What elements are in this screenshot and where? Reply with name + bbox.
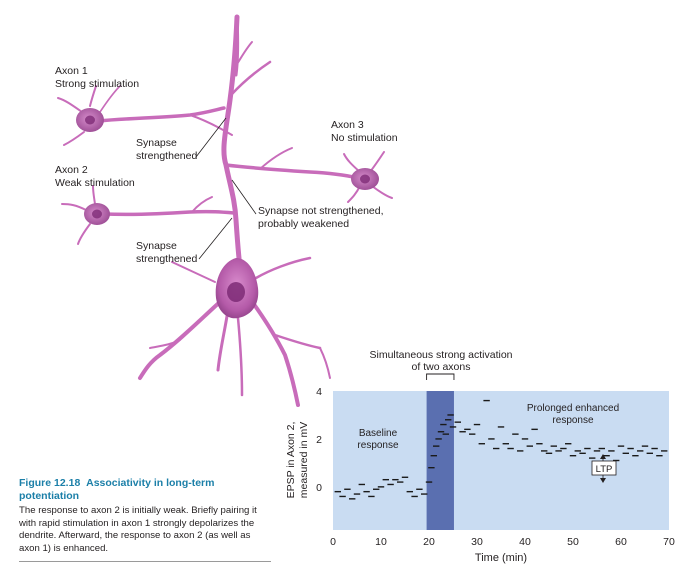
- figure-caption: Figure 12.18 Associativity in long-term …: [19, 477, 271, 555]
- x-tick-label: 30: [471, 536, 483, 548]
- synapse-strengthened-top-label: Synapse strengthened: [136, 137, 198, 162]
- y-axis-label: EPSP in Axon 2, measured in mV: [285, 422, 310, 499]
- axon-2-fiber: [102, 209, 236, 217]
- baseline-label-line2: response: [357, 440, 399, 451]
- caption-heading: Figure 12.18 Associativity in long-term …: [19, 477, 271, 503]
- enhanced-label-line2: response: [552, 415, 594, 426]
- synapse-weakened-label: Synapse not strengthened, probably weaken…: [258, 205, 384, 230]
- x-tick-label: 10: [375, 536, 387, 548]
- y-tick-label: 4: [316, 386, 322, 398]
- main-nucleus: [227, 282, 245, 302]
- ltp-annotation: LTP: [591, 454, 617, 483]
- leader-synapse-top: [195, 117, 227, 158]
- caption-title: Associativity in long-term potentiation: [19, 477, 215, 502]
- svg-text:EPSP in Axon 2,: EPSP in Axon 2,: [285, 422, 297, 499]
- y-tick-label: 2: [316, 434, 322, 446]
- axon-2-label: Axon 2 Weak stimulation: [55, 164, 135, 189]
- x-tick-label: 60: [615, 536, 627, 548]
- enhanced-label-line1: Prolonged enhanced: [527, 403, 619, 414]
- x-tick-label: 70: [663, 536, 675, 548]
- x-tick-label: 50: [567, 536, 579, 548]
- ltp-label: LTP: [596, 464, 613, 475]
- axon-1-label: Axon 1 Strong stimulation: [55, 65, 140, 90]
- caption-figure-label: Figure 12.18: [19, 477, 81, 489]
- caption-divider: [19, 561, 271, 562]
- y-tick-label: 0: [316, 482, 322, 494]
- leader-synapse-weak: [231, 179, 257, 215]
- x-axis: 0 10 20 30 40 50 60 70: [330, 536, 675, 548]
- y-axis: 0 2 4: [316, 386, 322, 494]
- x-axis-label: Time (min): [475, 552, 527, 564]
- synapse-strengthened-bottom-label: Synapse strengthened: [136, 240, 198, 265]
- x-tick-label: 40: [519, 536, 531, 548]
- band-label-line1: Simultaneous strong activation: [370, 349, 513, 361]
- data-points: [334, 399, 668, 500]
- dendrite-trunk: [221, 14, 243, 271]
- x-tick-label: 20: [423, 536, 435, 548]
- caption-body: The response to axon 2 is initially weak…: [19, 505, 257, 554]
- x-tick-label: 0: [330, 536, 336, 548]
- axon-3-fiber: [224, 163, 360, 180]
- svg-text:measured in mV: measured in mV: [298, 422, 310, 498]
- activation-band: [426, 391, 454, 530]
- baseline-label-line1: Baseline: [359, 428, 398, 439]
- leader-synapse-bottom: [198, 217, 233, 260]
- band-label-line2: of two axons: [412, 361, 471, 373]
- axon-3-label: Axon 3 No stimulation: [331, 119, 398, 144]
- band-bracket: [426, 373, 455, 380]
